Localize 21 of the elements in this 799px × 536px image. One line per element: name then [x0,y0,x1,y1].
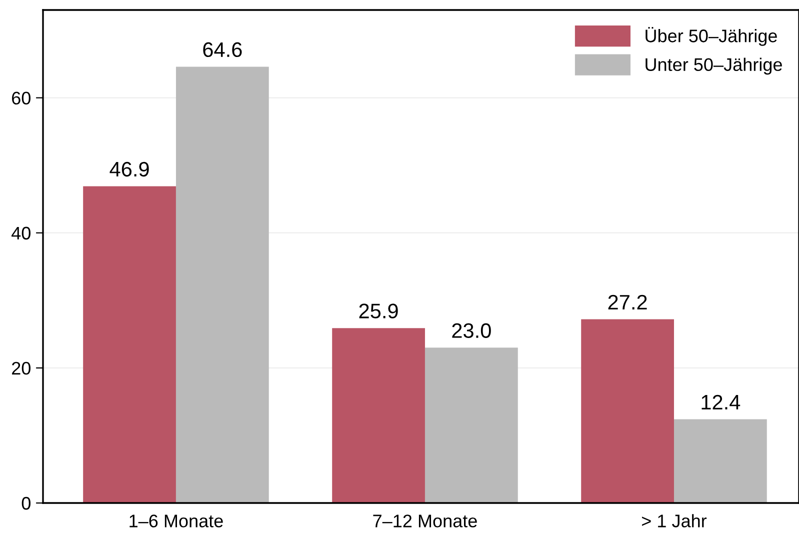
x-tick-label: 7–12 Monate [373,514,477,528]
bar [674,419,767,503]
bar [176,66,269,503]
data-label: 23.0 [452,323,491,338]
bar [332,328,425,503]
y-tick-label: 60 [12,92,30,105]
x-tick-label: 1–6 Monate [130,514,223,528]
bar [581,319,674,503]
y-tick-label: 20 [12,362,30,375]
legend-label: Über 50–Jährige [646,27,777,46]
x-tick-label: > 1 Jahr [642,514,707,528]
data-label: 64.6 [203,42,242,58]
legend-label: Unter 50–Jährige [646,58,782,75]
data-label: 27.2 [608,294,647,310]
bar [83,186,176,503]
y-tick-label: 0 [22,496,30,510]
data-label: 46.9 [110,162,149,177]
y-tick-label: 40 [12,226,30,240]
data-label: 25.9 [359,304,398,318]
data-label: 12.4 [702,394,740,410]
bar [424,348,518,503]
